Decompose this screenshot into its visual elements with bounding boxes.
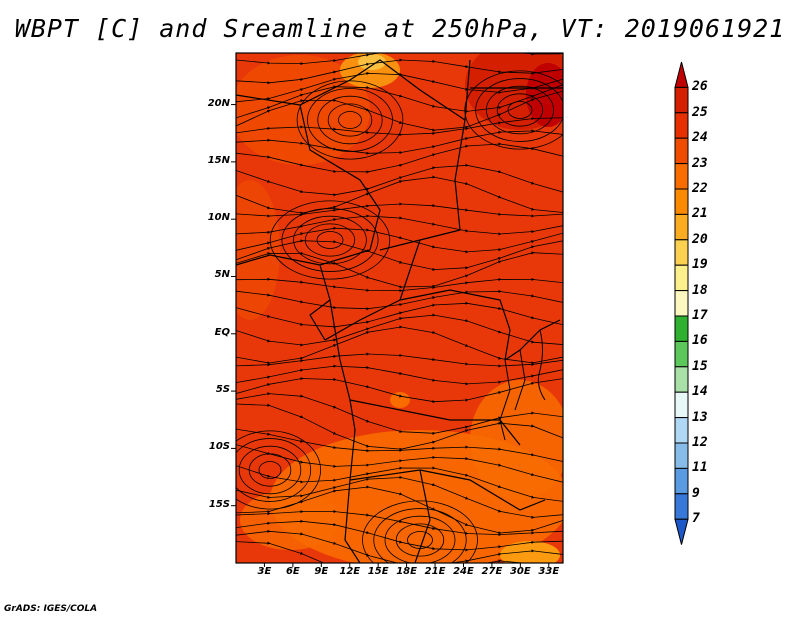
- lat-label: 10S: [208, 441, 230, 453]
- colorbar-box: [674, 137, 689, 165]
- colorbar-box: [674, 112, 689, 139]
- colorbar-label: 22: [692, 181, 708, 196]
- grads-credit: GrADS: IGES/COLA: [4, 604, 98, 614]
- colorbar-box: [674, 442, 689, 469]
- colorbar-box: [674, 163, 689, 190]
- colorbar-box: [674, 366, 689, 393]
- streamline: [407, 531, 433, 549]
- colorbar-box: [674, 391, 689, 419]
- colorbar-box: [674, 290, 689, 317]
- colorbar-label: 14: [692, 384, 708, 400]
- streamline: [236, 438, 312, 502]
- streamline: [307, 88, 393, 152]
- lat-ticks: [231, 104, 236, 507]
- streamline: [507, 101, 533, 119]
- lat-label: 20N: [207, 97, 230, 109]
- lat-label: 5S: [215, 384, 230, 396]
- lon-label: 12E: [339, 566, 361, 577]
- colorbar-box: [674, 188, 689, 215]
- lon-label: 24E: [453, 566, 474, 577]
- colorbar-box: [674, 417, 689, 444]
- colorbar-box: [674, 467, 689, 495]
- streamline: [293, 215, 367, 265]
- streamline: [258, 461, 282, 479]
- lon-label: 3E: [257, 566, 272, 577]
- colorbar-label: 20: [692, 231, 708, 247]
- lon-label: 30E: [509, 566, 531, 577]
- colorbar-box: [674, 315, 689, 342]
- streamline: [317, 95, 383, 145]
- streamline: [248, 453, 292, 487]
- lon-label: 18E: [396, 566, 417, 577]
- colorbar-label: 17: [692, 308, 708, 323]
- streamline: [384, 515, 456, 563]
- map-title: WBPT [C] and Sreamline at 250hPa, VT: 20…: [14, 14, 786, 43]
- streamline: [236, 430, 322, 510]
- lat-label: 15N: [207, 154, 230, 166]
- streamline: [362, 500, 478, 563]
- streamline: [316, 231, 344, 249]
- lat-label: EQ: [214, 326, 230, 338]
- colorbar-box: [674, 239, 689, 266]
- lat-label: 10N: [207, 212, 230, 224]
- lon-label: 21E: [424, 566, 446, 577]
- lon-label: 33E: [538, 566, 560, 577]
- colorbar-label: 13: [692, 409, 708, 425]
- country-borders: [236, 59, 563, 563]
- streamline: [395, 523, 445, 557]
- streamline: [236, 541, 535, 563]
- colorbar-box: [674, 264, 689, 292]
- lon-label: 15E: [367, 566, 389, 577]
- streamline: [238, 445, 302, 495]
- colorbar-label: 11: [692, 460, 708, 476]
- colorbar-label: 25: [692, 104, 708, 120]
- colorbar-label: 24: [692, 130, 708, 146]
- streamline: [475, 78, 563, 142]
- colorbar-box: [674, 340, 689, 368]
- colorbar-label: 23: [692, 155, 708, 171]
- lat-label: 15S: [208, 498, 230, 510]
- streamline: [338, 111, 362, 129]
- streamline: [296, 80, 404, 160]
- colorbar-label: 21: [692, 206, 708, 222]
- streamline: [281, 208, 379, 272]
- colorbar-label: 26: [692, 79, 708, 95]
- colorbar-top-arrow: [674, 61, 689, 88]
- colorbar-label: 7: [692, 511, 700, 527]
- colorbar-label: 9: [692, 485, 700, 501]
- streamline: [236, 428, 563, 462]
- colorbar-box: [674, 213, 689, 241]
- streamline: [373, 508, 467, 563]
- colorbar-label: 16: [692, 333, 708, 349]
- colorbar-box: [674, 86, 689, 114]
- colorbar-label: 18: [692, 282, 708, 298]
- streamline: [304, 223, 356, 257]
- colorbar-label: 12: [692, 435, 708, 450]
- colorbar-label: 15: [692, 358, 708, 374]
- coastline-lakes: [499, 329, 546, 441]
- colorbar-box: [674, 493, 689, 520]
- colorbar-bottom-arrow: [674, 518, 689, 545]
- colorbar-label: 19: [692, 257, 708, 273]
- lon-label: 9E: [314, 566, 329, 577]
- map-frame: [235, 52, 564, 564]
- streamlines: [236, 53, 563, 563]
- streamline: [464, 70, 563, 150]
- lat-label: 5N: [214, 269, 230, 281]
- streamline: [496, 93, 544, 127]
- streamline: [327, 103, 373, 137]
- lon-label: 6E: [285, 566, 300, 577]
- lon-ticks: [263, 563, 550, 567]
- lon-label: 27E: [481, 566, 503, 577]
- map-field: [236, 53, 563, 563]
- streamline: [486, 85, 555, 135]
- streamline: [269, 200, 391, 280]
